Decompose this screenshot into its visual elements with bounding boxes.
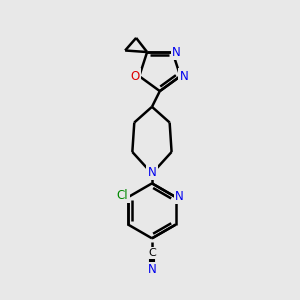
Text: O: O <box>131 70 140 83</box>
Text: N: N <box>172 46 181 59</box>
Text: Cl: Cl <box>116 189 128 202</box>
Text: N: N <box>175 190 184 202</box>
Text: N: N <box>148 263 156 276</box>
Text: N: N <box>180 70 189 83</box>
Text: C: C <box>148 248 156 258</box>
Text: N: N <box>148 166 156 179</box>
